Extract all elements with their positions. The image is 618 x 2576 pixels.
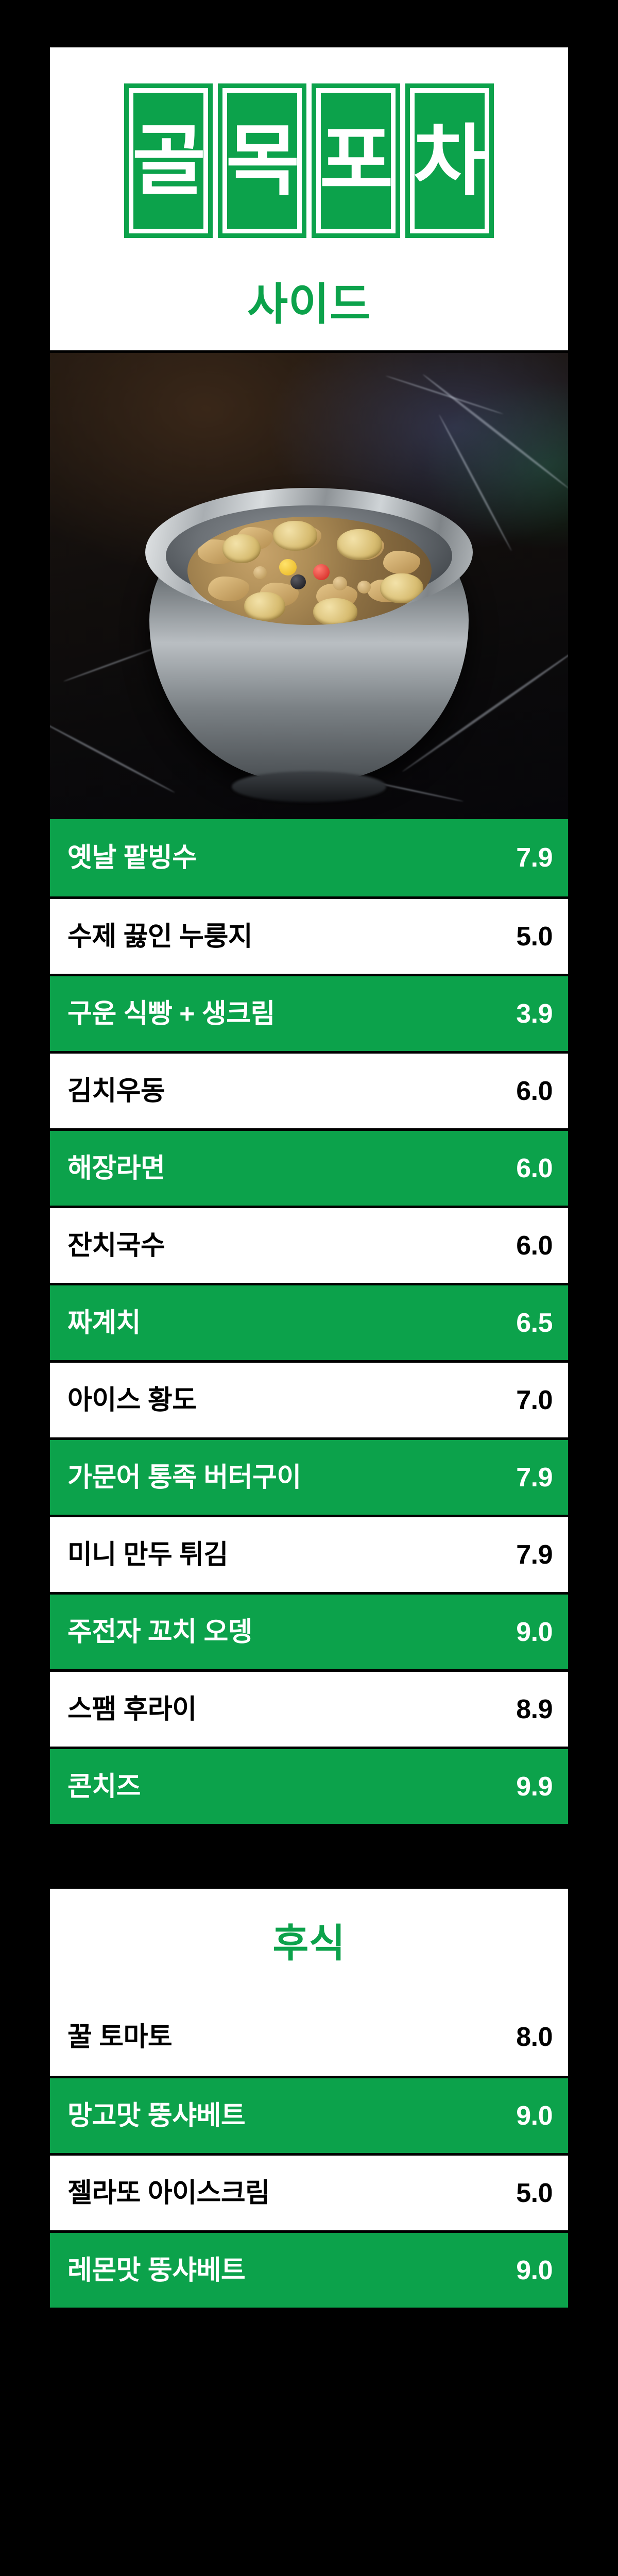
item-price: 7.0	[516, 1385, 553, 1415]
menu-row[interactable]: 주전자 꼬치 오뎅 9.0	[50, 1592, 568, 1670]
brand-logo: 골 목 포 차	[50, 83, 568, 238]
menu-row[interactable]: 레몬맛 뚱샤베트 9.0	[50, 2230, 568, 2308]
logo-box-inner-4: 차	[410, 88, 489, 233]
item-name: 주전자 꼬치 오뎅	[67, 1617, 253, 1647]
menu-row[interactable]: 미니 만두 튀김 7.9	[50, 1515, 568, 1592]
logo-box-3: 포	[312, 83, 400, 238]
item-price: 9.0	[516, 2100, 553, 2131]
menu-row[interactable]: 아이스 황도 7.0	[50, 1360, 568, 1438]
item-name: 미니 만두 튀김	[67, 1539, 228, 1570]
item-name: 레몬맛 뚱샤베트	[67, 2255, 246, 2285]
menu-row[interactable]: 가문어 통족 버터구이 7.9	[50, 1437, 568, 1515]
item-name: 잔치국수	[67, 1230, 165, 1261]
item-price: 6.0	[516, 1076, 553, 1106]
top-spacer	[0, 0, 618, 47]
item-price: 7.9	[516, 1462, 553, 1493]
item-price: 8.0	[516, 2022, 553, 2053]
brand-header-card: 골 목 포 차 사이드	[50, 47, 568, 351]
section-title-side: 사이드	[247, 280, 371, 329]
menu-row[interactable]: 김치우동 6.0	[50, 1051, 568, 1129]
menu-row[interactable]: 잔치국수 6.0	[50, 1206, 568, 1283]
item-price: 5.0	[516, 921, 553, 952]
logo-box-inner-1: 골	[129, 88, 208, 233]
menu-row[interactable]: 해장라면 6.0	[50, 1128, 568, 1206]
logo-char-4: 차	[413, 117, 488, 204]
item-name: 콘치즈	[67, 1771, 141, 1802]
item-name: 젤라또 아이스크림	[67, 2178, 270, 2208]
item-name: 가문어 통족 버터구이	[67, 1462, 301, 1493]
item-price: 7.9	[516, 1539, 553, 1570]
item-name: 망고맛 뚱샤베트	[67, 2100, 246, 2131]
logo-box-2: 목	[218, 83, 306, 238]
logo-box-4: 차	[405, 83, 494, 238]
menu-row[interactable]: 수제 끓인 누룽지 5.0	[50, 896, 568, 974]
menu-row[interactable]: 망고맛 뚱샤베트 9.0	[50, 2076, 568, 2154]
section-gap	[0, 1824, 618, 1889]
food-photo	[50, 353, 568, 820]
logo-box-1: 골	[124, 83, 213, 238]
section-title-dessert: 후식	[272, 1921, 346, 1965]
menu-list-side: 옛날 팥빙수 7.9 수제 끓인 누룽지 5.0 구운 식빵 + 생크림 3.9…	[50, 819, 568, 1824]
item-price: 8.9	[516, 1694, 553, 1724]
logo-char-2: 목	[226, 117, 300, 204]
item-name: 수제 끓인 누룽지	[67, 921, 253, 952]
item-name: 스팸 후라이	[67, 1694, 197, 1724]
menu-list-dessert: 꿀 토마토 8.0 망고맛 뚱샤베트 9.0 젤라또 아이스크림 5.0 레몬맛…	[50, 1998, 568, 2308]
menu-row[interactable]: 스팸 후라이 8.9	[50, 1669, 568, 1747]
menu-row[interactable]: 짜계치 6.5	[50, 1283, 568, 1361]
menu-row[interactable]: 콘치즈 9.9	[50, 1747, 568, 1824]
item-price: 6.0	[516, 1153, 553, 1183]
logo-char-1: 골	[132, 117, 207, 204]
steel-bowl	[134, 488, 484, 803]
item-name: 해장라면	[67, 1153, 165, 1183]
item-name: 짜계치	[67, 1308, 141, 1338]
bottom-spacer	[0, 2308, 618, 2331]
item-name: 아이스 황도	[67, 1385, 197, 1415]
menu-row[interactable]: 젤라또 아이스크림 5.0	[50, 2153, 568, 2231]
menu-row[interactable]: 옛날 팥빙수 7.9	[50, 819, 568, 897]
item-price: 7.9	[516, 843, 553, 873]
bingsu-contents	[187, 517, 432, 625]
logo-box-inner-2: 목	[222, 88, 302, 233]
menu-row[interactable]: 꿀 토마토 8.0	[50, 1998, 568, 2076]
item-price: 3.9	[516, 998, 553, 1029]
item-name: 구운 식빵 + 생크림	[67, 998, 275, 1029]
item-name: 옛날 팥빙수	[67, 843, 197, 873]
item-price: 9.0	[516, 2255, 553, 2285]
item-name: 김치우동	[67, 1076, 165, 1106]
logo-box-inner-3: 포	[316, 88, 396, 233]
item-name: 꿀 토마토	[67, 2022, 173, 2053]
logo-char-3: 포	[319, 117, 394, 204]
item-price: 6.5	[516, 1308, 553, 1338]
item-price: 6.0	[516, 1230, 553, 1261]
bowl-base	[232, 771, 386, 803]
item-price: 9.9	[516, 1771, 553, 1802]
menu-row[interactable]: 구운 식빵 + 생크림 3.9	[50, 974, 568, 1052]
dessert-header-card: 후식	[50, 1889, 568, 1999]
item-price: 5.0	[516, 2178, 553, 2208]
item-price: 9.0	[516, 1617, 553, 1647]
